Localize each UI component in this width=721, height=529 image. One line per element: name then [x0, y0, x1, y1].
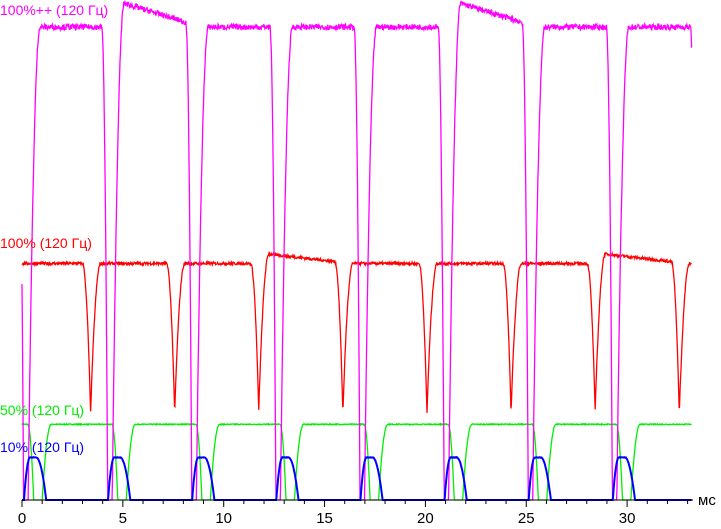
series-line-3	[22, 455, 692, 501]
x-tick-label: 25	[518, 510, 535, 527]
series-label-50: 50% (120 Гц)	[0, 402, 84, 418]
x-tick-label: 10	[215, 510, 232, 527]
plot-area	[21, 0, 693, 501]
series-label-10: 10% (120 Гц)	[0, 439, 84, 455]
x-tick-label: 0	[18, 510, 26, 527]
x-tick-label: 5	[119, 510, 127, 527]
x-axis: 0 5 10 15 20 25 30	[18, 499, 693, 527]
x-tick-label: 30	[619, 510, 636, 527]
series-label-100: 100% (120 Гц)	[0, 235, 92, 251]
x-tick-label: 15	[316, 510, 333, 527]
x-tick-label: 20	[417, 510, 434, 527]
series-line-1	[21, 251, 692, 413]
series-line-0	[21, 0, 693, 501]
series-line-2	[21, 422, 692, 501]
series-label-100pp: 100%++ (120 Гц)	[0, 2, 108, 18]
x-axis-unit: мс	[698, 492, 716, 509]
